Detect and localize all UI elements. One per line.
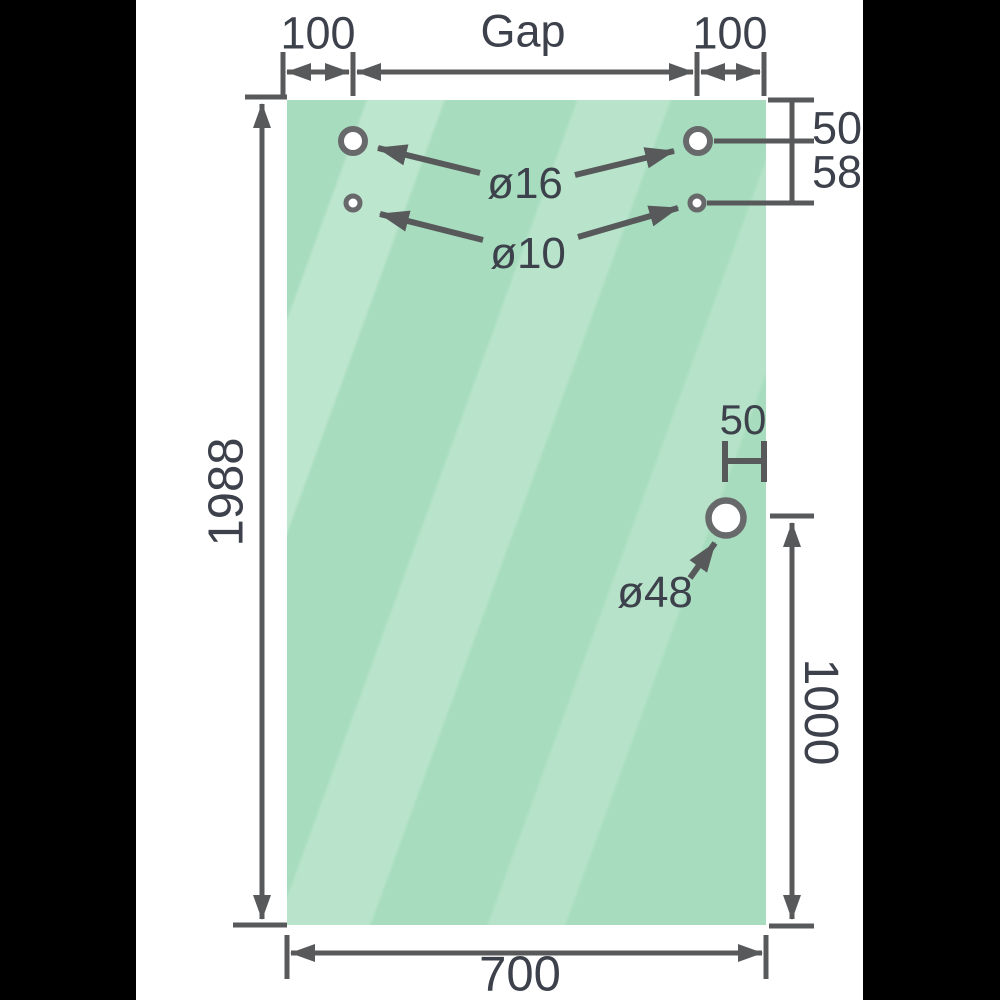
left-o16-hole [338,126,368,156]
dim-label-50-edge: 50 [811,102,863,154]
hole-label-o16: ø16 [487,159,563,208]
hole-label-o10: ø10 [490,229,566,278]
dim-label-700: 700 [479,947,561,1000]
dim-label-handle-50: 50 [719,396,767,443]
drawing-page: 100 Gap 100 50 58 ø16 ø10 50 ø48 1988 10… [136,0,863,1000]
arrow-to-left-large-hole [376,144,481,176]
left-o10-hole [343,193,363,213]
dim-label-top-right-100: 100 [692,7,768,59]
dim-label-1000: 1000 [794,658,847,766]
dim-label-58: 58 [811,146,863,198]
dimension-lines-layer [233,52,814,979]
drill-holes [338,126,747,539]
glass-panel [287,100,766,925]
top-dimension-chain [280,52,767,96]
width-dimension [284,935,769,979]
hole-leader-arrows [376,144,718,580]
arrow-to-right-small-hole [577,205,680,240]
handle-height-dimension [769,513,814,929]
o48-handle-hole [705,497,747,539]
dim-label-top-left-100: 100 [280,7,356,59]
handle-offset-bracket [722,441,767,482]
dim-label-1988: 1988 [199,437,254,547]
arrow-to-handle-hole [687,541,718,580]
arrow-to-left-small-hole [378,210,484,243]
dim-label-gap: Gap [480,5,566,57]
hole-offset-dimensions [707,97,814,206]
height-dimension [233,94,287,928]
right-o16-hole [683,126,713,156]
right-o10-hole [687,193,707,213]
hole-label-o48: ø48 [617,568,693,617]
arrow-to-right-large-hole [574,147,676,178]
